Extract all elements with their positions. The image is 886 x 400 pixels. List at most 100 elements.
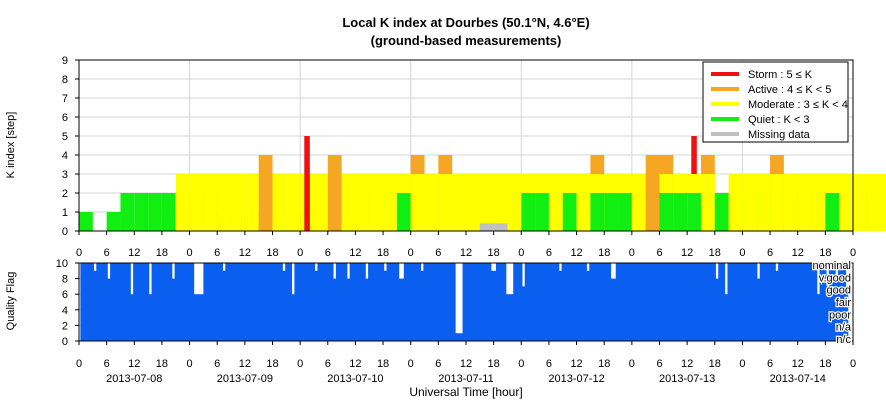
q-dip [347, 263, 350, 279]
k-y-tick-label: 3 [62, 169, 68, 181]
q-y-tick-label: 6 [62, 289, 68, 301]
q-x-tick-label: 6 [656, 358, 662, 370]
k-bar [562, 193, 577, 231]
k-bar [576, 174, 591, 231]
day-label: 2013-07-12 [548, 373, 604, 385]
q-x-tick-label: 0 [187, 358, 193, 370]
k-bar [493, 174, 508, 231]
k-x-tick-label: 0 [408, 247, 414, 259]
q-y-tick-label: 8 [62, 274, 68, 286]
k-bar [673, 212, 688, 231]
k-x-tick-label: 18 [819, 247, 831, 259]
q-dip [399, 263, 404, 279]
k-bar [700, 174, 715, 231]
k-bar [880, 174, 886, 231]
k-x-tick-label: 6 [767, 247, 773, 259]
k-x-tick-label: 6 [435, 247, 441, 259]
q-y-tick-label: 10 [56, 258, 68, 270]
q-dip [130, 263, 134, 295]
k-x-tick-label: 6 [656, 247, 662, 259]
q-category-label: good [827, 285, 851, 297]
q-y-tick-label: 4 [62, 305, 68, 317]
k-bar [438, 174, 453, 231]
q-dip [333, 263, 336, 279]
k-x-tick-label: 0 [297, 247, 303, 259]
q-x-tick-label: 0 [408, 358, 414, 370]
k-bar [120, 193, 135, 231]
q-dip [559, 263, 562, 271]
q-x-tick-label: 0 [76, 358, 82, 370]
q-x-tick-label: 12 [239, 358, 251, 370]
k-bar [770, 174, 784, 231]
k-bar [659, 193, 674, 231]
k-bar [714, 193, 729, 231]
q-dip [149, 263, 152, 295]
day-label: 2013-07-10 [327, 373, 383, 385]
k-x-tick-label: 18 [377, 247, 389, 259]
legend-entry-label: Storm : 5 ≤ K [748, 69, 813, 81]
k-x-tick-label: 18 [156, 247, 168, 259]
k-bar [313, 174, 328, 231]
k-x-tick-label: 0 [76, 247, 82, 259]
q-x-tick-label: 12 [349, 358, 361, 370]
k-bar [272, 174, 287, 231]
k-bar [161, 193, 176, 231]
k-bar [479, 174, 494, 231]
k-bar [742, 174, 757, 231]
k-bar [756, 174, 771, 231]
q-dip [586, 263, 590, 271]
k-bar [286, 174, 301, 231]
x-axis-label: Universal Time [hour] [409, 385, 522, 399]
k-bar [231, 174, 245, 231]
q-dip [835, 263, 839, 279]
q-dip [455, 263, 463, 334]
legend-entry-label: Missing data [748, 129, 811, 141]
q-category-label: poor [829, 309, 851, 321]
k-bar [106, 212, 121, 231]
q-dip [292, 263, 295, 295]
q-dip [715, 263, 719, 279]
q-dip [826, 263, 829, 287]
q-x-tick-label: 6 [325, 358, 331, 370]
q-x-tick-label: 18 [819, 358, 831, 370]
q-dip [757, 263, 760, 279]
k-bar [479, 223, 494, 231]
q-dip [506, 263, 514, 295]
k-bar [355, 174, 370, 231]
k-x-tick-label: 18 [598, 247, 610, 259]
legend-entry-label: Active : 4 ≤ K < 5 [748, 84, 831, 96]
k-x-tick-label: 6 [546, 247, 552, 259]
k-bar [535, 193, 549, 231]
q-dip [172, 263, 175, 279]
k-x-tick-label: 0 [739, 247, 745, 259]
k-bar [258, 155, 273, 231]
k-bar [507, 174, 522, 231]
q-dip [365, 263, 369, 279]
k-x-tick-label: 12 [792, 247, 804, 259]
k-bar [410, 174, 425, 231]
k-bar [396, 193, 411, 231]
q-category-label: n/a [836, 322, 852, 334]
q-x-tick-label: 0 [629, 358, 635, 370]
k-y-tick-label: 7 [62, 93, 68, 105]
k-bar [175, 174, 190, 231]
k-y-tick-label: 9 [62, 55, 68, 67]
q-dip [491, 263, 496, 271]
q-category-label: v.good [819, 272, 851, 284]
k-bar [493, 223, 508, 231]
q-x-tick-label: 6 [214, 358, 220, 370]
k-x-tick-label: 18 [488, 247, 500, 259]
q-dip [222, 263, 226, 271]
k-bar [590, 193, 605, 231]
k-bar [618, 193, 632, 231]
k-x-tick-label: 12 [128, 247, 140, 259]
q-category-label: fair [836, 297, 852, 309]
k-bar [825, 193, 840, 231]
q-x-tick-label: 6 [767, 358, 773, 370]
q-y-tick-label: 0 [62, 336, 68, 348]
quality-axis-label: Quality Flag [5, 272, 17, 331]
k-x-tick-label: 12 [460, 247, 472, 259]
q-x-tick-label: 6 [546, 358, 552, 370]
